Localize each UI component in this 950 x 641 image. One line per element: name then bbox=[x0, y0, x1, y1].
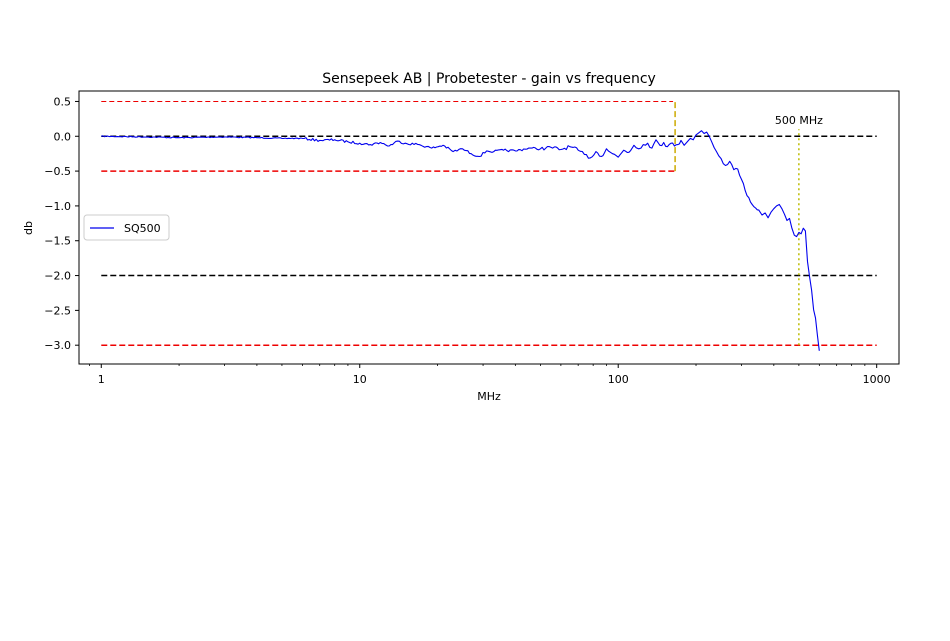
plot-frame bbox=[78, 90, 900, 365]
legend: SQ500 bbox=[83, 214, 170, 241]
reference-lines bbox=[101, 100, 877, 346]
y-tick-label-5: −2.0 bbox=[44, 270, 71, 283]
series-layer bbox=[101, 130, 820, 351]
x-axis-label: MHz bbox=[477, 390, 501, 403]
y-axis-label: db bbox=[22, 221, 35, 235]
y-tick-label-1: 0.0 bbox=[54, 130, 72, 143]
chart-title: Sensepeek AB | Probetester - gain vs fre… bbox=[322, 71, 656, 87]
y-tick-label-3: −1.0 bbox=[44, 200, 71, 213]
x-tick-label-1: 10 bbox=[353, 373, 367, 386]
x-tick-label-0: 1 bbox=[98, 373, 105, 386]
annotation-layer: 500 MHz bbox=[775, 114, 823, 127]
x-axis: 1 10 100 1000 bbox=[89, 364, 891, 386]
legend-box bbox=[83, 214, 170, 241]
x-tick-label-2: 100 bbox=[608, 373, 629, 386]
y-axis: 0.5 0.0 −0.5 −1.0 −1.5 −2.0 −2.5 −3.0 bbox=[44, 95, 79, 352]
y-tick-label-0: 0.5 bbox=[54, 95, 72, 108]
x-tick-label-3: 1000 bbox=[863, 373, 891, 386]
legend-label-sq500: SQ500 bbox=[124, 222, 161, 235]
y-tick-label-2: −0.5 bbox=[44, 165, 71, 178]
y-tick-label-6: −2.5 bbox=[44, 304, 71, 317]
y-tick-label-4: −1.5 bbox=[44, 235, 71, 248]
annotation-label-0: 500 MHz bbox=[775, 114, 823, 127]
series-line-sq500 bbox=[101, 130, 820, 351]
y-tick-label-7: −3.0 bbox=[44, 339, 71, 352]
